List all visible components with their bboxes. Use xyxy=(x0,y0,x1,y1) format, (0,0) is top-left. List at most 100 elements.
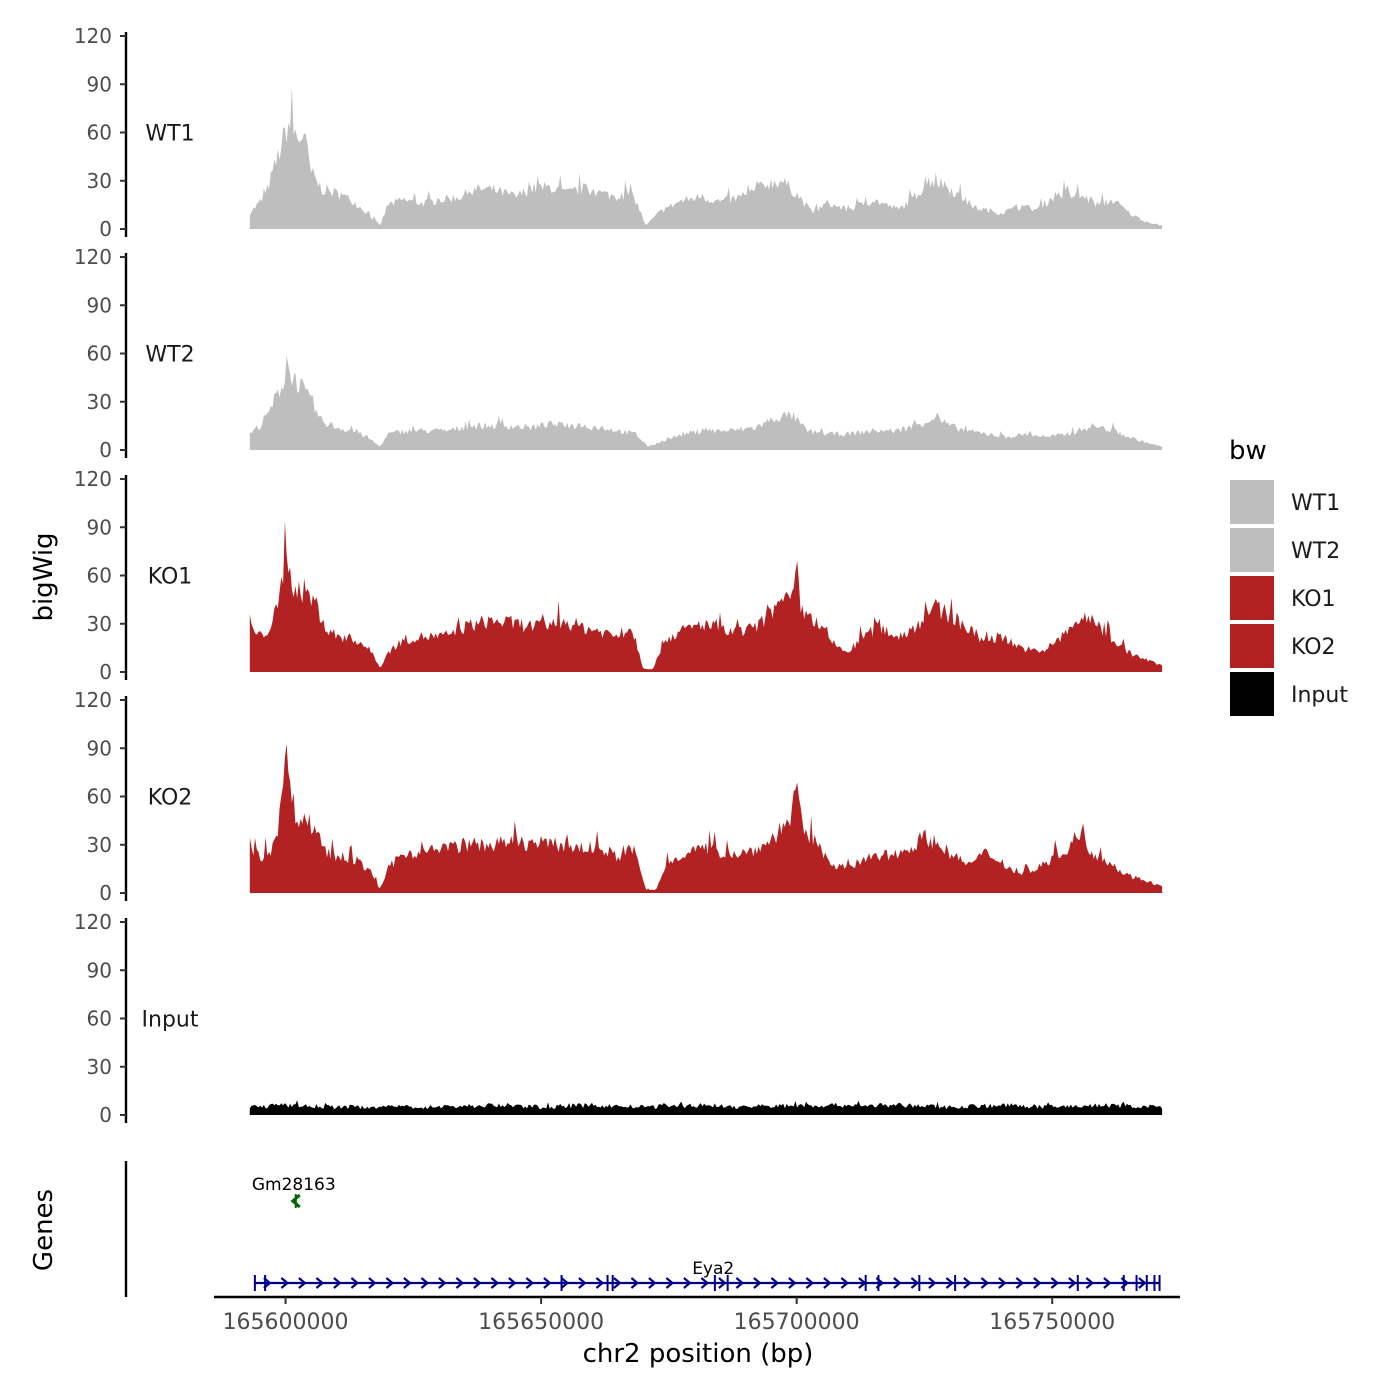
strand-arrow xyxy=(350,1277,360,1289)
strand-arrow xyxy=(508,1277,517,1289)
y-axis-title: bigWig xyxy=(29,532,59,621)
legend-swatch xyxy=(1230,672,1274,716)
strand-arrow xyxy=(945,1277,955,1289)
y-tick-label: 0 xyxy=(99,217,112,241)
track-ko2: 0 30 60 90 120 KO2 xyxy=(74,688,1163,905)
x-axis: 165600000 165650000 165700000 165750000 xyxy=(214,1295,1180,1335)
y-tick-label: 120 xyxy=(74,910,112,934)
y-tick-label: 30 xyxy=(87,390,112,414)
strand-arrow xyxy=(298,1277,307,1289)
strand-arrow xyxy=(490,1277,500,1289)
strand-arrow xyxy=(630,1277,640,1289)
strand-arrow xyxy=(385,1277,395,1289)
y-tick-label: 30 xyxy=(87,833,112,857)
legend-label: WT1 xyxy=(1291,491,1340,516)
y-tick-label: 120 xyxy=(74,688,112,712)
strand-arrow xyxy=(998,1277,1007,1289)
y-tick-label: 90 xyxy=(87,72,112,96)
strand-arrow xyxy=(280,1277,290,1289)
y-tick-label: 90 xyxy=(87,293,112,317)
strand-arrow xyxy=(718,1277,727,1289)
strand-arrow xyxy=(525,1277,535,1289)
track-wt1: 0 30 60 90 120 WT1 xyxy=(74,24,1163,241)
strand-arrow xyxy=(1103,1277,1112,1289)
x-tick-label: 165600000 xyxy=(223,1310,349,1335)
coverage-area-ko1 xyxy=(249,521,1163,672)
strand-arrow xyxy=(1068,1277,1077,1289)
strand-arrow xyxy=(823,1277,832,1289)
strand-arrow xyxy=(613,1277,622,1289)
strand-arrow xyxy=(560,1277,570,1289)
y-tick-label: 60 xyxy=(87,785,112,809)
legend-entry-ko2: KO2 xyxy=(1230,624,1336,668)
strand-arrow xyxy=(315,1277,325,1289)
strand-arrow xyxy=(770,1277,780,1289)
coverage-area-ko2 xyxy=(249,743,1163,893)
legend-label: Input xyxy=(1291,683,1348,708)
strand-arrow xyxy=(1033,1277,1042,1289)
coverage-tracks: 0 30 60 90 120 WT1 0 30 60 90 120 WT2 0 30 60 90 120 KO1 0… xyxy=(74,24,1163,1127)
y-tick-label: 120 xyxy=(74,24,112,48)
genes-panel: Gm28163 Eya2 xyxy=(124,1161,1161,1297)
strand-arrow xyxy=(683,1277,692,1289)
y-tick-label: 0 xyxy=(99,1103,112,1127)
y-tick-label: 90 xyxy=(87,958,112,982)
track-label: Input xyxy=(142,1008,199,1033)
legend: bw WT1 WT2 KO1 KO2 Input xyxy=(1229,436,1348,716)
legend-label: KO2 xyxy=(1291,635,1336,660)
strand-arrow xyxy=(420,1277,430,1289)
strand-arrow xyxy=(1138,1277,1147,1289)
y-tick-label: 60 xyxy=(87,121,112,145)
track-label: WT2 xyxy=(145,343,194,368)
strand-arrow xyxy=(840,1277,850,1289)
strand-arrow xyxy=(648,1277,657,1289)
coverage-area-input xyxy=(249,1100,1163,1115)
gene-label: Gm28163 xyxy=(252,1175,336,1195)
y-tick-label: 120 xyxy=(74,467,112,491)
strand-arrow xyxy=(980,1277,990,1289)
strand-arrow xyxy=(893,1277,902,1289)
strand-arrow xyxy=(595,1277,605,1289)
legend-label: KO1 xyxy=(1291,587,1336,612)
legend-entry-input: Input xyxy=(1230,672,1348,716)
gene-eya2: Eya2 xyxy=(253,1259,1161,1291)
x-tick-label: 165700000 xyxy=(734,1310,860,1335)
track-label: KO1 xyxy=(148,565,193,590)
strand-arrow xyxy=(543,1277,552,1289)
track-label: WT1 xyxy=(145,122,194,147)
strand-arrow xyxy=(753,1277,762,1289)
strand-arrow xyxy=(928,1277,937,1289)
strand-arrow xyxy=(1085,1277,1095,1289)
legend-swatch xyxy=(1230,528,1274,572)
legend-entry-wt1: WT1 xyxy=(1230,480,1340,524)
gene-label: Eya2 xyxy=(692,1259,734,1279)
legend-entry-wt2: WT2 xyxy=(1230,528,1340,572)
legend-label: WT2 xyxy=(1291,539,1340,564)
y-tick-label: 90 xyxy=(87,515,112,539)
legend-entry-ko1: KO1 xyxy=(1230,576,1336,620)
y-tick-label: 0 xyxy=(99,881,112,905)
x-tick-label: 165750000 xyxy=(989,1310,1115,1335)
y-tick-label: 0 xyxy=(99,660,112,684)
strand-arrow xyxy=(735,1277,745,1289)
track-ko1: 0 30 60 90 120 KO1 xyxy=(74,467,1163,684)
y-tick-label: 30 xyxy=(87,1055,112,1079)
strand-arrow xyxy=(805,1277,815,1289)
strand-arrow xyxy=(473,1277,482,1289)
genes-axis-title: Genes xyxy=(29,1189,59,1271)
strand-arrow xyxy=(290,1193,301,1209)
strand-arrow xyxy=(1050,1277,1060,1289)
strand-arrow xyxy=(700,1277,710,1289)
strand-arrow xyxy=(910,1277,920,1289)
strand-arrow xyxy=(455,1277,465,1289)
gene-gm28163: Gm28163 xyxy=(252,1175,336,1209)
y-tick-label: 60 xyxy=(87,564,112,588)
legend-title: bw xyxy=(1229,436,1267,466)
coverage-area-wt1 xyxy=(249,86,1163,229)
legend-swatch xyxy=(1230,480,1274,524)
coverage-area-wt2 xyxy=(249,355,1163,450)
y-tick-label: 30 xyxy=(87,169,112,193)
strand-arrow xyxy=(333,1277,342,1289)
